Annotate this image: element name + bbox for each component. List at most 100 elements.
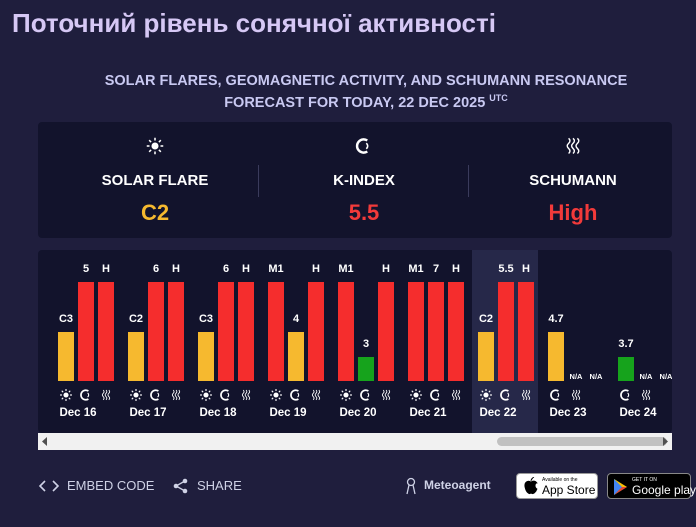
- icon-part: [201, 390, 204, 393]
- icon-part: [620, 389, 629, 401]
- icon-part: [101, 389, 105, 401]
- subtitle: SOLAR FLARES, GEOMAGNETIC ACTIVITY, AND …: [104, 73, 628, 89]
- bar: [408, 282, 424, 381]
- summary-schumann: SCHUMANN High: [468, 122, 678, 238]
- icon-part: [384, 389, 388, 401]
- s-icon: [241, 389, 251, 401]
- bar-label: H: [452, 263, 460, 275]
- bar-label: H: [102, 263, 110, 275]
- subtitle: FORECAST FOR TODAY, 22 DEC 2025 UTC: [38, 93, 694, 111]
- scroll-left[interactable]: [42, 437, 47, 446]
- bar-label: 5: [83, 263, 89, 275]
- bar: [58, 332, 74, 381]
- share-link[interactable]: SHARE: [197, 478, 242, 493]
- icon-part: [575, 137, 580, 155]
- bar-label: 4.7: [548, 313, 563, 325]
- k-icon: [500, 389, 510, 401]
- k-icon: [430, 389, 440, 401]
- icon-part: [151, 142, 159, 150]
- bar-label: 7: [433, 263, 439, 275]
- icon-part: [297, 392, 300, 398]
- divider: [468, 165, 469, 197]
- bar: [128, 332, 144, 381]
- bar: [478, 332, 494, 381]
- icon-part: [507, 392, 510, 398]
- icon-part: [570, 137, 576, 155]
- date-label: Dec 21: [409, 407, 447, 419]
- icon-part: [271, 390, 274, 393]
- embed-link[interactable]: EMBED CODE: [67, 478, 155, 493]
- apple-icon: [524, 477, 538, 495]
- date-label: Dec 22: [479, 407, 516, 419]
- icon-part: [647, 389, 651, 401]
- icon-part: [577, 389, 581, 401]
- summary-label: K-INDEX: [333, 172, 395, 189]
- bar-label: M1: [408, 263, 423, 275]
- bar-label: 5.5: [498, 263, 513, 275]
- icon-part: [341, 397, 344, 400]
- icon-part: [574, 389, 578, 401]
- sun-icon: [409, 388, 423, 402]
- icon-part: [457, 389, 461, 401]
- icon-part: [451, 389, 455, 401]
- icon-part: [641, 389, 645, 401]
- summary-value: High: [548, 200, 598, 225]
- s-icon: [381, 389, 391, 401]
- bar: [148, 282, 164, 381]
- icon-part: [61, 390, 64, 393]
- icon-part: [87, 392, 90, 398]
- bar-label: N/A: [590, 372, 604, 381]
- icon-part: [131, 390, 134, 393]
- bar: [288, 332, 304, 381]
- icon-part: [247, 389, 251, 401]
- bar-label: N/A: [660, 372, 672, 381]
- icon-part: [68, 390, 71, 393]
- icon-part: [481, 390, 484, 393]
- icon-part: [481, 397, 484, 400]
- kindex-icon: [355, 138, 369, 154]
- icon-part: [627, 392, 630, 398]
- icon-part: [148, 149, 152, 153]
- bar-label: C3: [199, 313, 213, 325]
- sun-icon: [269, 388, 283, 402]
- icon-part: [430, 389, 439, 401]
- date-label: Dec 23: [549, 407, 586, 419]
- sun-icon: [479, 388, 493, 402]
- icon-part: [68, 397, 71, 400]
- googleplay-badge[interactable]: GET IT ON Google play: [607, 473, 696, 499]
- badge-small: GET IT ON: [632, 477, 657, 483]
- scroll-right[interactable]: [663, 437, 668, 446]
- icon-part: [63, 392, 69, 398]
- scroll-thumb[interactable]: [497, 437, 667, 446]
- icon-part: [273, 392, 279, 398]
- summary-label: SOLAR FLARE: [101, 172, 209, 189]
- icon-part: [413, 392, 419, 398]
- brand-link[interactable]: Meteoagent: [424, 478, 491, 492]
- appstore-badge[interactable]: Available on the App Store: [516, 473, 598, 499]
- scrollbar[interactable]: [38, 433, 672, 450]
- s-icon: [101, 389, 111, 401]
- bar: [378, 282, 394, 381]
- icon-part: [227, 392, 230, 398]
- icon-part: [418, 390, 421, 393]
- bar: [428, 282, 444, 381]
- icon-part: [566, 137, 571, 155]
- icon-part: [488, 397, 491, 400]
- icon-part: [208, 397, 211, 400]
- icon-part: [158, 149, 162, 153]
- bar: [618, 357, 634, 381]
- bar-label: H: [172, 263, 180, 275]
- icon-part: [367, 392, 370, 398]
- date-label: Dec 19: [269, 407, 306, 419]
- icon-part: [488, 390, 491, 393]
- icon-part: [278, 390, 281, 393]
- bar-label: N/A: [640, 372, 654, 381]
- bar-label: C2: [129, 313, 143, 325]
- icon-part: [355, 138, 368, 154]
- icon-part: [437, 392, 440, 398]
- s-icon: [641, 389, 651, 401]
- icon-part: [418, 397, 421, 400]
- icon-part: [411, 390, 414, 393]
- icon-part: [524, 389, 528, 401]
